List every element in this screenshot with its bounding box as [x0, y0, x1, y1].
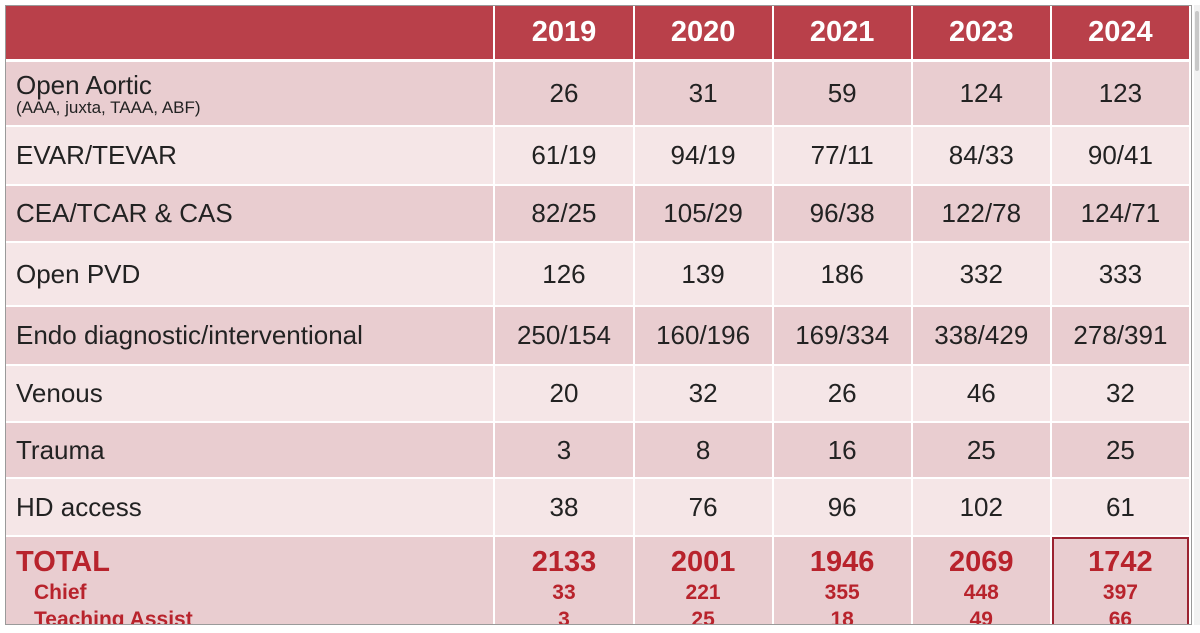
- cell-value: 122/78: [911, 185, 1052, 243]
- cell-value: 250/154: [494, 306, 635, 366]
- table-row-hd-access: HD access 38 76 96 102 61: [6, 478, 1191, 537]
- cell-value: 332: [911, 242, 1052, 307]
- table-row-total: TOTAL Chief Teaching Assist 2133 33 3 20…: [6, 536, 1191, 625]
- table-row-trauma: Trauma 3 8 16 25 25: [6, 422, 1191, 479]
- year-header-2020: 2020: [633, 6, 774, 62]
- cell-value: 278/391: [1050, 306, 1191, 366]
- teaching-assist-value: 3: [558, 608, 570, 625]
- cell-value: 25: [911, 422, 1052, 479]
- cell-value: 32: [633, 365, 774, 423]
- header-corner: [6, 6, 496, 62]
- cell-value: 59: [772, 60, 913, 127]
- year-header-2024: 2024: [1050, 6, 1191, 62]
- cell-value: 77/11: [772, 126, 913, 186]
- row-label-hd-access: HD access: [6, 478, 496, 537]
- vertical-scrollbar[interactable]: [1194, 5, 1200, 625]
- row-label-venous: Venous: [6, 365, 496, 423]
- table-row-open-pvd: Open PVD 126 139 186 332 333: [6, 242, 1191, 307]
- year-header-2019: 2019: [494, 6, 635, 62]
- row-label-trauma: Trauma: [6, 422, 496, 479]
- year-header-2023: 2023: [911, 6, 1052, 62]
- cell-value: 26: [494, 60, 635, 127]
- row-label-open-aortic: Open Aortic (AAA, juxta, TAAA, ABF): [6, 60, 496, 127]
- cell-value: 160/196: [633, 306, 774, 366]
- case-volume-table: 2019 2020 2021 2023 2024 Open Aortic (AA…: [6, 6, 1191, 625]
- cell-value: 139: [633, 242, 774, 307]
- cell-value: 186: [772, 242, 913, 307]
- chief-value: 397: [1102, 581, 1138, 604]
- cell-value: 61/19: [494, 126, 635, 186]
- total-value: 2069: [949, 546, 1014, 578]
- cell-value: 25: [1050, 422, 1191, 479]
- cell-value: 31: [633, 60, 774, 127]
- table-row-venous: Venous 20 32 26 46 32: [6, 365, 1191, 423]
- cell-value: 124/71: [1050, 185, 1191, 243]
- cell-value: 124: [911, 60, 1052, 127]
- cell-value: 169/334: [772, 306, 913, 366]
- teaching-assist-value: 49: [969, 608, 993, 625]
- cell-value: 102: [911, 478, 1052, 537]
- total-labels-cell: TOTAL Chief Teaching Assist: [6, 536, 496, 625]
- table-row-cea-tcar-cas: CEA/TCAR & CAS 82/25 105/29 96/38 122/78…: [6, 185, 1191, 243]
- table-row-endo: Endo diagnostic/interventional 250/154 1…: [6, 306, 1191, 366]
- chief-value: 448: [963, 581, 999, 604]
- cell-value: 76: [633, 478, 774, 537]
- cell-value: 26: [772, 365, 913, 423]
- year-header-2021: 2021: [772, 6, 913, 62]
- total-value: 1742: [1088, 546, 1153, 578]
- row-label-open-pvd: Open PVD: [6, 242, 496, 307]
- total-cell-2023: 2069 448 49: [911, 536, 1052, 625]
- teaching-assist-label: Teaching Assist: [34, 608, 193, 625]
- cell-value: 126: [494, 242, 635, 307]
- cell-value: 123: [1050, 60, 1191, 127]
- row-label-text: Open Aortic: [16, 69, 152, 100]
- row-sublabel-text: (AAA, juxta, TAAA, ABF): [16, 97, 201, 117]
- scrollbar-thumb[interactable]: [1195, 11, 1199, 71]
- row-label-cea-tcar-cas: CEA/TCAR & CAS: [6, 185, 496, 243]
- total-value: 2001: [670, 546, 736, 578]
- cell-value: 16: [772, 422, 913, 479]
- cell-value: 338/429: [911, 306, 1052, 366]
- cell-value: 94/19: [633, 126, 774, 186]
- cell-value: 82/25: [494, 185, 635, 243]
- cell-value: 96/38: [772, 185, 913, 243]
- cell-value: 8: [633, 422, 774, 479]
- case-volume-table-frame: 2019 2020 2021 2023 2024 Open Aortic (AA…: [5, 5, 1192, 625]
- table-row-evar-tevar: EVAR/TEVAR 61/19 94/19 77/11 84/33 90/41: [6, 126, 1191, 186]
- chief-label: Chief: [34, 581, 87, 604]
- cell-value: 32: [1050, 365, 1191, 423]
- total-cell-2019: 2133 33 3: [494, 536, 635, 625]
- cell-value: 61: [1050, 478, 1191, 537]
- cell-value: 3: [494, 422, 635, 479]
- cell-value: 90/41: [1050, 126, 1191, 186]
- cell-value: 38: [494, 478, 635, 537]
- total-cell-2020: 2001 221 25: [633, 536, 774, 625]
- table-row-open-aortic: Open Aortic (AAA, juxta, TAAA, ABF) 26 3…: [6, 60, 1191, 127]
- total-value: 2133: [531, 546, 597, 578]
- cell-value: 20: [494, 365, 635, 423]
- total-cell-2021: 1946 355 18: [772, 536, 913, 625]
- total-label: TOTAL: [16, 546, 110, 578]
- cell-value: 105/29: [633, 185, 774, 243]
- teaching-assist-value: 66: [1108, 608, 1133, 625]
- total-value: 1946: [809, 546, 875, 578]
- cell-value: 84/33: [911, 126, 1052, 186]
- header-row: 2019 2020 2021 2023 2024: [6, 6, 1191, 62]
- row-label-endo: Endo diagnostic/interventional: [6, 306, 496, 366]
- cell-value: 96: [772, 478, 913, 537]
- total-cell-2024-highlighted: 1742 397 66: [1050, 536, 1191, 625]
- teaching-assist-value: 25: [691, 608, 715, 625]
- cell-value: 46: [911, 365, 1052, 423]
- cell-value: 333: [1050, 242, 1191, 307]
- row-label-evar-tevar: EVAR/TEVAR: [6, 126, 496, 186]
- teaching-assist-value: 18: [830, 608, 854, 625]
- chief-value: 355: [824, 581, 860, 604]
- chief-value: 33: [552, 581, 576, 604]
- chief-value: 221: [685, 581, 721, 604]
